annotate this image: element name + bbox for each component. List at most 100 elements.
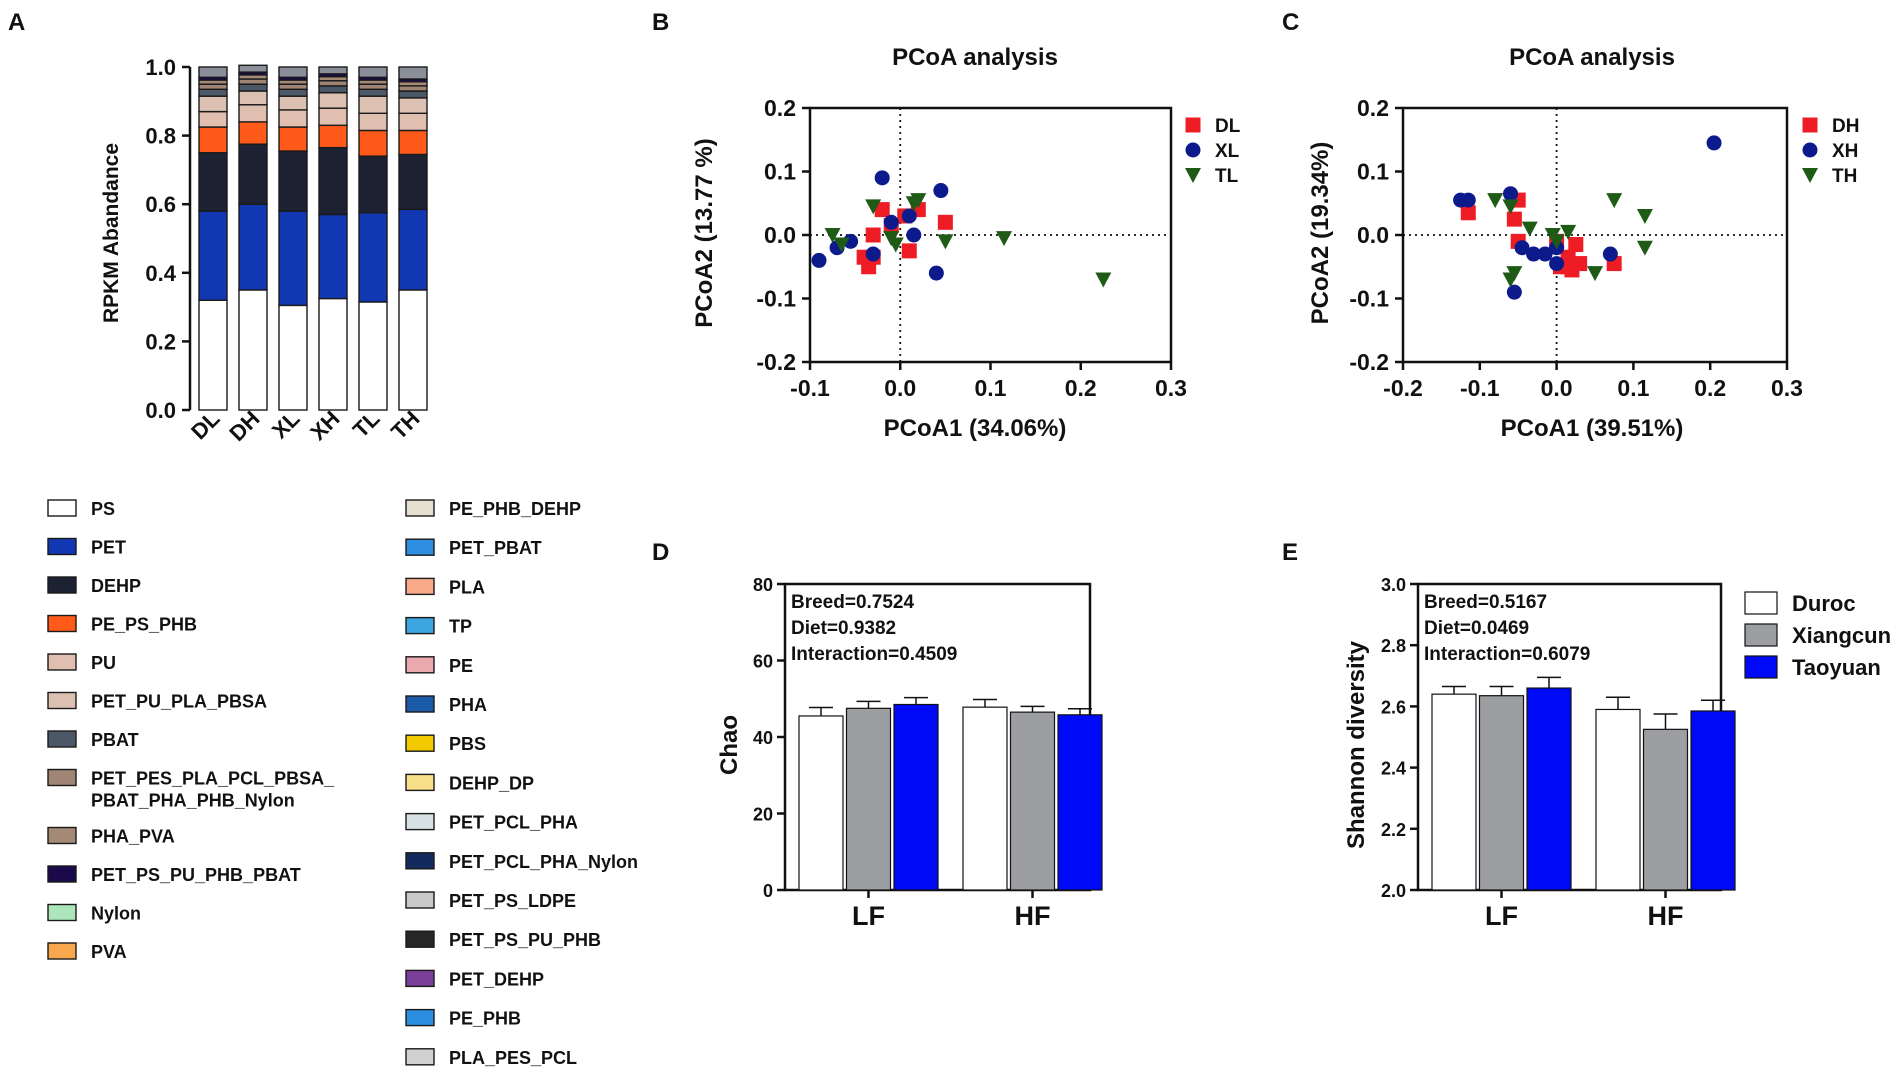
annotation: Diet=0.9382 bbox=[791, 618, 896, 639]
panel-letter-e: E bbox=[1282, 539, 1298, 566]
ytick-label: 80 bbox=[753, 575, 773, 595]
bar-segment-a bbox=[278, 66, 308, 78]
bar bbox=[1642, 728, 1689, 891]
xlabel-c: PCoA1 (39.51%) bbox=[1501, 415, 1684, 442]
data-point bbox=[910, 193, 927, 209]
bar-segment-a bbox=[278, 83, 308, 90]
ytick-label-a: 0.2 bbox=[145, 329, 176, 354]
data-point bbox=[874, 202, 890, 218]
data-point bbox=[1548, 234, 1565, 250]
data-point bbox=[1636, 240, 1653, 256]
legend-label-a: PET_PCL_PHA_Nylon bbox=[449, 852, 638, 872]
bar bbox=[1595, 708, 1641, 891]
panel-letter-c: C bbox=[1282, 9, 1299, 36]
bar-segment-a bbox=[318, 146, 348, 216]
data-point bbox=[1460, 192, 1476, 208]
legend-label-a: PET_PBAT bbox=[449, 538, 542, 558]
panel-c: PCoA analysis PCoA1 (39.51%) PCoA2 (19.3… bbox=[1307, 44, 1859, 442]
legend-label-a: PE_PS_PHB bbox=[91, 615, 197, 635]
data-point bbox=[1506, 284, 1522, 300]
bar-segment-a bbox=[238, 90, 268, 106]
bar-segment-a bbox=[198, 110, 228, 128]
data-point bbox=[901, 208, 917, 224]
ytick-label: -0.2 bbox=[1349, 349, 1389, 375]
legend-label-a: PET_PCL_PHA bbox=[449, 813, 578, 833]
ylabel-e: Shannon diversity bbox=[1343, 640, 1370, 849]
xtick-label: HF bbox=[1015, 901, 1051, 931]
data-point bbox=[874, 170, 890, 186]
title-b: PCoA analysis bbox=[892, 44, 1058, 71]
legend-swatch-a bbox=[47, 865, 77, 883]
legend-swatch-a bbox=[405, 1048, 435, 1066]
bar bbox=[1690, 710, 1736, 891]
ytick-label: -0.2 bbox=[756, 349, 796, 375]
xtick-label: -0.2 bbox=[1383, 375, 1423, 401]
data-point bbox=[906, 227, 922, 243]
bar-segment-a bbox=[198, 66, 228, 78]
ytick-label: 0 bbox=[763, 881, 773, 901]
bar-segment-a bbox=[198, 210, 228, 301]
ytick-label: 2.8 bbox=[1381, 636, 1406, 656]
legend-label-a: PVA bbox=[91, 942, 127, 962]
xtick-label: 0.0 bbox=[1541, 375, 1573, 401]
ytick-label: 40 bbox=[753, 728, 773, 748]
legend-swatch-a bbox=[405, 930, 435, 948]
legend-swatch-a bbox=[405, 695, 435, 713]
ytick-label-a: 0.4 bbox=[145, 261, 176, 286]
legend-label-a: PHA bbox=[449, 695, 487, 715]
annotation: Interaction=0.6079 bbox=[1424, 644, 1590, 665]
data-point bbox=[1502, 199, 1519, 215]
data-point bbox=[996, 231, 1013, 247]
annotation: Breed=0.5167 bbox=[1424, 592, 1547, 613]
xtick-label-a: DL bbox=[186, 406, 224, 444]
bar-segment-a bbox=[278, 210, 308, 307]
xlabel-b: PCoA1 (34.06%) bbox=[884, 415, 1067, 442]
bar bbox=[893, 703, 939, 891]
ylabel-a: RPKM Abandance bbox=[100, 143, 123, 323]
data-point bbox=[1460, 205, 1476, 221]
bar bbox=[1478, 695, 1525, 891]
legend-swatch-a bbox=[405, 969, 435, 988]
legend-swatch-a bbox=[405, 656, 435, 674]
legend-swatch-a bbox=[47, 768, 77, 787]
data-point bbox=[833, 237, 850, 253]
data-point bbox=[865, 246, 881, 262]
legend-swatch-a bbox=[405, 577, 435, 596]
data-point bbox=[937, 214, 953, 230]
legend-label-a: PET_PS_LDPE bbox=[449, 891, 576, 911]
bar-segment-a bbox=[358, 95, 388, 115]
legend-swatch-a bbox=[47, 614, 77, 633]
ytick-label: -0.1 bbox=[756, 286, 796, 312]
ytick-label: 60 bbox=[753, 652, 773, 672]
ytick-label: 2.6 bbox=[1381, 697, 1406, 717]
legend-label-a: PET_PES_PLA_PCL_PBSA_ bbox=[91, 769, 335, 789]
bar-segment-a bbox=[398, 129, 428, 156]
xtick-label: 0.2 bbox=[1694, 375, 1726, 401]
legend-label-a: PBAT bbox=[91, 730, 139, 750]
xtick-label: LF bbox=[852, 901, 885, 931]
data-point bbox=[1636, 208, 1653, 224]
bar-segment-a bbox=[398, 208, 428, 291]
ytick-label: 3.0 bbox=[1381, 575, 1406, 595]
legend-swatch-a bbox=[405, 1008, 435, 1027]
annotation: Diet=0.0469 bbox=[1424, 618, 1529, 639]
bar-segment-a bbox=[398, 97, 428, 115]
bar-segment-a bbox=[278, 109, 308, 128]
legend-e: Duroc Xiangcun Taoyuan bbox=[1744, 591, 1891, 680]
ytick-label: 0.2 bbox=[764, 95, 796, 121]
annotation: Breed=0.7524 bbox=[791, 592, 914, 613]
ytick-label: 0.0 bbox=[1357, 222, 1389, 248]
bar-segment-a bbox=[318, 80, 348, 87]
legend-swatch-a bbox=[405, 852, 435, 870]
bar-segment-a bbox=[278, 88, 308, 97]
bar-segment-a bbox=[238, 289, 268, 411]
bar-segment-a bbox=[198, 83, 228, 90]
bar-segment-a bbox=[198, 126, 228, 154]
ytick-label: 0.1 bbox=[1357, 159, 1389, 185]
legend-label-a: PE_PHB bbox=[449, 1009, 521, 1029]
legend-swatch-a bbox=[405, 538, 435, 556]
legend-swatch-a bbox=[47, 730, 77, 748]
data-point bbox=[865, 227, 881, 243]
bar-segment-a bbox=[358, 155, 388, 214]
data-point bbox=[1502, 272, 1519, 288]
